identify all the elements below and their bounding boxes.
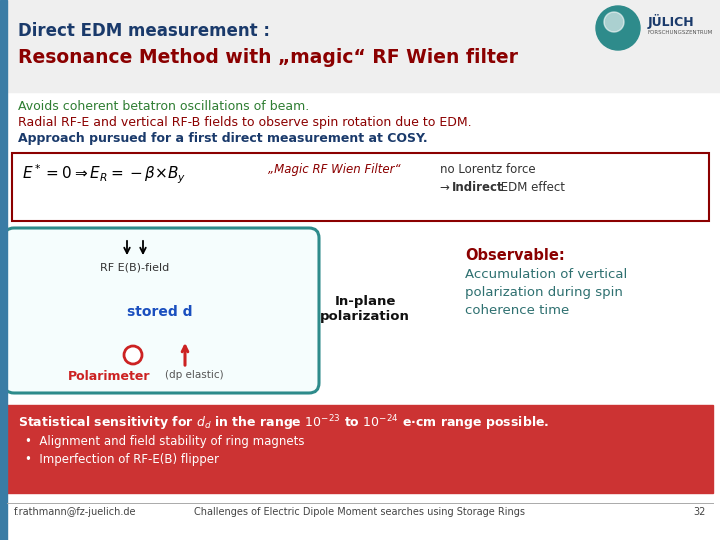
Text: →: → bbox=[440, 181, 454, 194]
FancyBboxPatch shape bbox=[4, 228, 319, 393]
Text: FORSCHUNGSZENTRUM: FORSCHUNGSZENTRUM bbox=[648, 30, 714, 35]
Text: Resonance Method with „magic“ RF Wien filter: Resonance Method with „magic“ RF Wien fi… bbox=[18, 48, 518, 67]
Bar bbox=[0, 0, 7, 540]
Text: Observable:: Observable: bbox=[465, 248, 564, 263]
Text: Polarimeter: Polarimeter bbox=[68, 370, 150, 383]
Circle shape bbox=[124, 346, 142, 364]
Text: Direct EDM measurement :: Direct EDM measurement : bbox=[18, 22, 270, 40]
Text: Challenges of Electric Dipole Moment searches using Storage Rings: Challenges of Electric Dipole Moment sea… bbox=[194, 507, 526, 517]
Text: Accumulation of vertical
polarization during spin
coherence time: Accumulation of vertical polarization du… bbox=[465, 268, 627, 317]
Text: Indirect: Indirect bbox=[452, 181, 503, 194]
Bar bbox=[7, 405, 713, 493]
Text: 32: 32 bbox=[693, 507, 706, 517]
Text: EDM effect: EDM effect bbox=[497, 181, 565, 194]
Text: „Magic RF Wien Filter“: „Magic RF Wien Filter“ bbox=[268, 163, 400, 176]
Text: Radial RF-E and vertical RF-B fields to observe spin rotation due to EDM.: Radial RF-E and vertical RF-B fields to … bbox=[18, 116, 472, 129]
Text: In-plane
polarization: In-plane polarization bbox=[320, 295, 410, 323]
Circle shape bbox=[604, 12, 624, 32]
Text: Approach pursued for a first direct measurement at COSY.: Approach pursued for a first direct meas… bbox=[18, 132, 428, 145]
Text: stored d: stored d bbox=[127, 305, 193, 319]
Text: JÜLICH: JÜLICH bbox=[648, 14, 695, 29]
Text: f.rathmann@fz-juelich.de: f.rathmann@fz-juelich.de bbox=[14, 507, 137, 517]
Text: no Lorentz force: no Lorentz force bbox=[440, 163, 536, 176]
Text: (dp elastic): (dp elastic) bbox=[165, 370, 224, 380]
Circle shape bbox=[596, 6, 640, 50]
Text: Avoids coherent betatron oscillations of beam.: Avoids coherent betatron oscillations of… bbox=[18, 100, 310, 113]
Text: •  Alignment and field stability of ring magnets: • Alignment and field stability of ring … bbox=[25, 435, 305, 448]
Text: •  Imperfection of RF-E(B) flipper: • Imperfection of RF-E(B) flipper bbox=[25, 453, 219, 466]
Bar bbox=[12, 153, 709, 221]
Text: RF E(B)-field: RF E(B)-field bbox=[100, 263, 170, 273]
Text: Statistical sensitivity for $d_d$ in the range $10^{-23}$ to $10^{-24}$ e·cm ran: Statistical sensitivity for $d_d$ in the… bbox=[18, 413, 549, 433]
Text: $E^* = 0 \Rightarrow E_R = -\beta{\times}B_y$: $E^* = 0 \Rightarrow E_R = -\beta{\times… bbox=[22, 163, 186, 186]
Bar bbox=[7, 0, 720, 92]
